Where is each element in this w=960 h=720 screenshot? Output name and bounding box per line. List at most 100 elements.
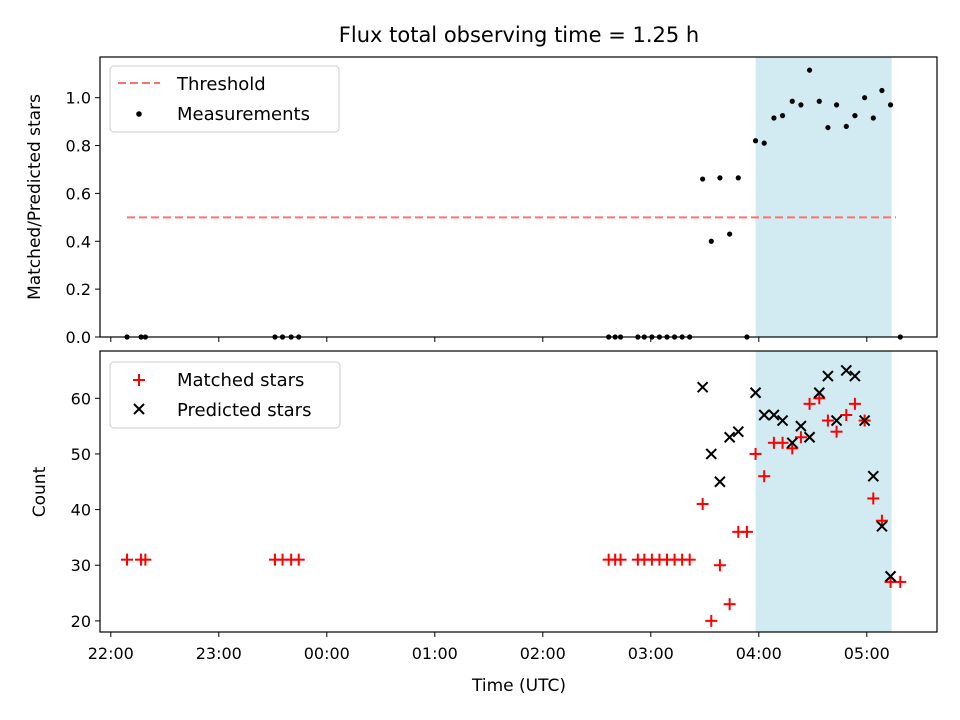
measurement-point bbox=[887, 102, 894, 108]
matched-point bbox=[830, 425, 843, 438]
matched-point bbox=[894, 575, 907, 588]
y-tick-label: 60 bbox=[71, 389, 91, 408]
matched-point bbox=[840, 408, 853, 421]
matched-point bbox=[139, 553, 152, 566]
measurement-point bbox=[717, 175, 723, 181]
measurement-point bbox=[708, 238, 714, 244]
counts-marks bbox=[121, 364, 907, 627]
matched-point bbox=[614, 553, 627, 566]
predicted-point bbox=[813, 387, 825, 399]
y-tick-label: 0.2 bbox=[66, 280, 91, 299]
measurement-point bbox=[825, 124, 831, 131]
matched-point bbox=[696, 498, 709, 511]
x-axis-label: Time (UTC) bbox=[471, 676, 566, 696]
legend-measurements-label: Measurements bbox=[177, 104, 310, 125]
matched-point bbox=[705, 614, 718, 627]
x-tick-label: 01:00 bbox=[412, 644, 458, 663]
x-tick-label: 23:00 bbox=[196, 644, 242, 663]
predicted-point bbox=[768, 409, 780, 421]
measurement-point bbox=[879, 87, 885, 94]
counts-panel: 20 30 40 50 60 22:00 23:00 00:00 01:00 02:00 03:00… bbox=[30, 350, 938, 663]
measurement-point bbox=[700, 176, 706, 182]
counts-legend-box bbox=[109, 361, 341, 429]
x-tick-label: 04:00 bbox=[736, 644, 782, 663]
predicted-point bbox=[786, 437, 798, 449]
counts-highlight-span bbox=[755, 351, 892, 632]
measurement-point bbox=[862, 95, 868, 101]
ratio-y-axis-label: Matched/Predicted stars bbox=[25, 94, 45, 300]
ratio-plot-frame bbox=[99, 56, 938, 338]
measurement-point bbox=[833, 102, 840, 108]
chart-title: Flux total observing time = 1.25 h bbox=[339, 23, 699, 47]
matched-point bbox=[776, 436, 789, 449]
legend-predicted-swatch bbox=[133, 403, 145, 415]
predicted-point bbox=[758, 409, 770, 421]
legend-measurements-swatch bbox=[136, 111, 142, 117]
y-tick-label: 1.0 bbox=[66, 89, 91, 108]
matched-point bbox=[713, 559, 726, 572]
counts-legend: Matched stars Predicted stars bbox=[109, 361, 341, 429]
legend-predicted-label: Predicted stars bbox=[177, 400, 311, 421]
predicted-point bbox=[776, 414, 789, 427]
ratio-axis-ticks: 0.0 0.2 0.4 0.6 0.8 1.0 bbox=[66, 89, 868, 347]
measurement-point bbox=[771, 115, 777, 121]
predicted-point bbox=[714, 476, 726, 488]
matched-point bbox=[292, 553, 305, 566]
x-tick-label: 22:00 bbox=[88, 644, 134, 663]
matched-point bbox=[786, 442, 799, 455]
predicted-point bbox=[803, 431, 816, 443]
legend-threshold-label: Threshold bbox=[176, 74, 266, 95]
measurement-point bbox=[789, 98, 795, 104]
y-tick-label: 20 bbox=[71, 612, 91, 631]
predicted-point bbox=[705, 448, 717, 460]
predicted-point bbox=[849, 370, 861, 382]
matched-point bbox=[121, 553, 133, 566]
ratio-panel: 0.0 0.2 0.4 0.6 0.8 1.0 Matched/Predicted sta… bbox=[25, 56, 938, 347]
matched-point bbox=[821, 414, 834, 427]
y-tick-label: 0.8 bbox=[66, 137, 91, 156]
ratio-highlight-span bbox=[755, 57, 892, 337]
counts-y-axis-label: Count bbox=[30, 466, 50, 517]
measurement-point bbox=[816, 98, 822, 104]
measurement-point bbox=[806, 67, 813, 73]
counts-plot-frame bbox=[99, 350, 938, 633]
matched-point bbox=[740, 525, 753, 538]
predicted-point bbox=[749, 387, 762, 399]
predicted-point bbox=[884, 570, 897, 583]
predicted-point bbox=[858, 414, 871, 427]
ratio-marks bbox=[124, 67, 903, 340]
ratio-legend-box bbox=[109, 65, 340, 133]
predicted-point bbox=[696, 381, 709, 393]
y-tick-label: 40 bbox=[71, 501, 91, 520]
y-tick-label: 0.4 bbox=[66, 232, 91, 251]
measurement-point bbox=[779, 113, 786, 119]
matched-point bbox=[848, 397, 861, 410]
ratio-legend: Threshold Measurements bbox=[109, 65, 340, 133]
matched-point bbox=[803, 397, 816, 410]
measurement-point bbox=[752, 138, 759, 144]
y-tick-label: 50 bbox=[71, 445, 91, 464]
x-tick-label: 02:00 bbox=[520, 644, 566, 663]
x-tick-label: 05:00 bbox=[844, 644, 890, 663]
measurement-point bbox=[870, 115, 876, 121]
measurement-point bbox=[852, 113, 858, 119]
predicted-point bbox=[723, 431, 736, 443]
predicted-point bbox=[840, 364, 852, 377]
predicted-point bbox=[822, 370, 834, 382]
predicted-point bbox=[732, 425, 744, 438]
predicted-point bbox=[830, 414, 843, 427]
matched-point bbox=[758, 470, 771, 483]
legend-matched-swatch bbox=[133, 374, 145, 386]
measurement-point bbox=[727, 231, 733, 237]
legend-matched-label: Matched stars bbox=[177, 370, 304, 391]
x-tick-label: 03:00 bbox=[628, 644, 674, 663]
predicted-point bbox=[867, 470, 879, 482]
measurement-point bbox=[843, 123, 849, 130]
counts-axis-ticks: 20 30 40 50 60 22:00 23:00 00:00 01:00 02:00 03:00… bbox=[71, 389, 890, 663]
predicted-point bbox=[876, 520, 888, 532]
predicted-point bbox=[795, 420, 807, 432]
matched-point bbox=[875, 514, 888, 527]
matched-point bbox=[723, 598, 736, 611]
matched-point bbox=[813, 392, 826, 405]
